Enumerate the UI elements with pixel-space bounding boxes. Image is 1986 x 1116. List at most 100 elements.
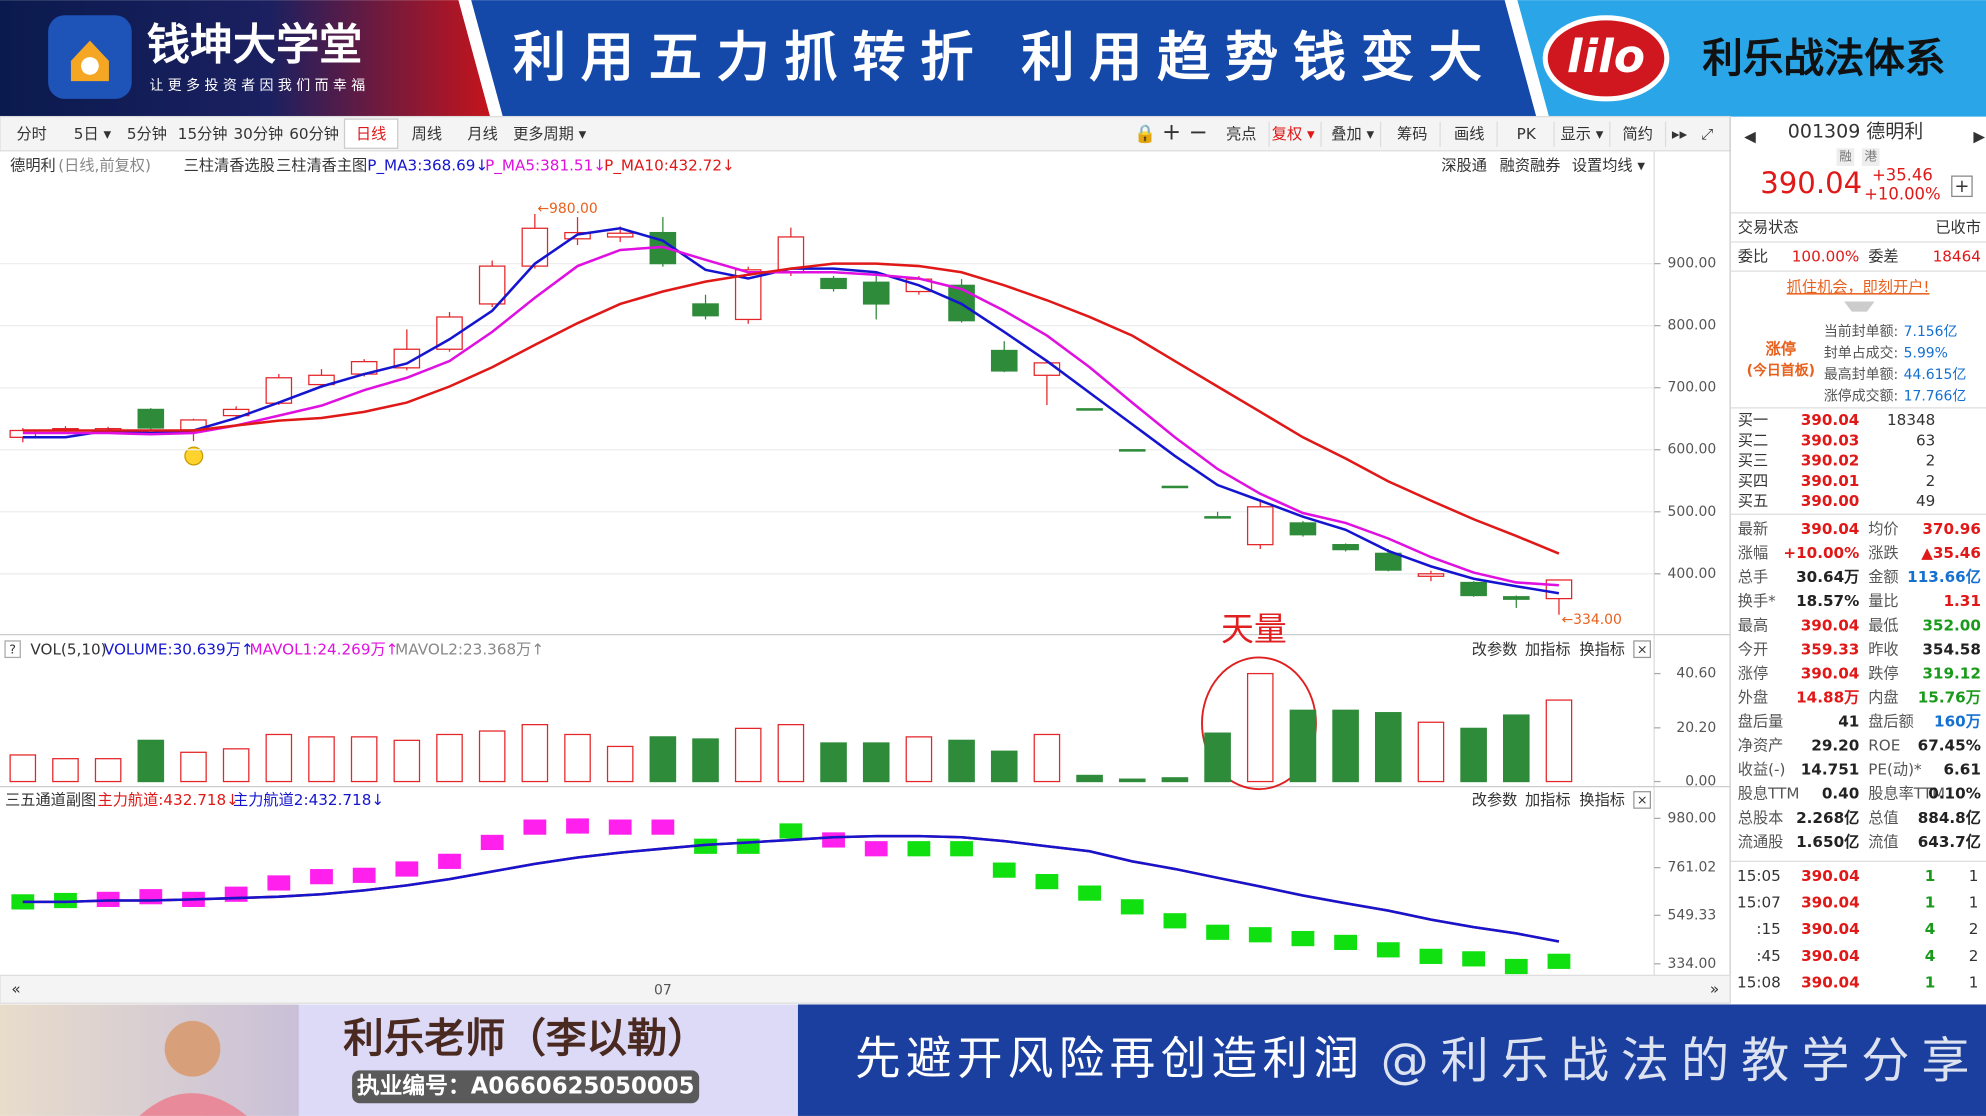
stat-value: 6.61 [1943,761,1980,779]
stat-label: ROE [1868,737,1900,755]
zoom-in[interactable]: + [1162,120,1181,146]
volume-bar [1502,714,1530,783]
period-tab[interactable]: 月线 [467,125,497,143]
prev-stock[interactable]: ◀ [1744,127,1756,145]
close-button[interactable] [1633,791,1651,809]
period-tab[interactable]: 5日 ▾ [74,125,112,143]
channel-block [1419,948,1443,964]
field-value: 100.00% [1792,248,1860,266]
ma-line [22,262,1560,555]
book-volume: 2 [1926,452,1936,470]
channel-label: 主力航道2:432.718↓ [233,791,384,809]
volume-bar [521,724,549,783]
trade-price: 390.04 [1801,867,1860,885]
scroll-left[interactable]: « [11,980,20,998]
book-price: 390.00 [1801,492,1860,510]
stat-value: 643.7亿 [1918,833,1981,851]
play-icon[interactable]: ▸▸ [1672,125,1688,143]
brand: 钱坤大学堂 [147,21,362,71]
panel-button[interactable]: 加指标 [1525,640,1571,658]
collapse-tab[interactable] [1844,301,1875,312]
period-tab[interactable]: 60分钟 [289,125,339,143]
channel-block [310,869,333,885]
stat-label: 股息TTM [1738,785,1800,803]
channel-line [22,834,1560,943]
panel-button[interactable]: 加指标 [1525,791,1571,809]
zoom-out[interactable]: − [1189,120,1208,146]
help-icon[interactable]: ? [9,641,16,656]
panel-button[interactable]: 改参数 [1472,640,1518,658]
tool-button[interactable]: 复权 ▾ [1272,125,1315,143]
info-item[interactable]: 三柱清香主图 [276,156,367,174]
tool-button[interactable]: 筹码 [1397,125,1427,143]
volume-bar [1118,778,1146,783]
period-tab[interactable]: 30分钟 [234,125,284,143]
limit-tag: (今日首板) [1747,362,1815,379]
channel-block [480,834,504,851]
limit-label: 封单占成交: [1824,344,1898,361]
panel-button[interactable]: 改参数 [1472,791,1518,809]
channel-block [566,818,589,834]
period-tab[interactable]: 分时 [16,125,46,143]
limit-value: 5.99% [1904,345,1948,361]
tool-button[interactable]: 亮点 [1226,125,1256,143]
close-button[interactable]: × [1637,792,1648,807]
close-button[interactable]: × [1637,641,1648,656]
period-tab[interactable]: 更多周期 ▾ [513,125,587,143]
stat-value: 354.58 [1922,640,1981,658]
stat-value: 29.20 [1811,737,1859,755]
scrollbar[interactable] [0,974,1731,1004]
book-label: 买五 [1738,492,1768,510]
lock-icon[interactable]: 🔒 [1134,124,1156,144]
channel-block [1035,874,1059,890]
tool-button[interactable]: 简约 [1623,125,1653,143]
tag: 融 [1839,149,1852,164]
info-link[interactable]: 设置均线 ▾ [1572,156,1646,174]
candle-body [606,232,634,238]
tool-button[interactable]: PK [1517,125,1537,143]
panel-button[interactable]: 换指标 [1579,791,1625,809]
volume-bar [1374,712,1402,783]
add-button[interactable] [1951,175,1973,198]
volume-bar [905,736,933,783]
period-tab[interactable]: 15分钟 [178,125,228,143]
info-item[interactable]: 三柱清香选股 [184,156,275,174]
candle-body [1289,522,1317,536]
trade-volume: 4 [1925,947,1936,965]
channel-block [694,838,717,854]
close-button[interactable] [1633,640,1651,659]
help-icon[interactable] [4,640,21,659]
stat-label: 股息率TTM [1868,785,1945,803]
stat-value: 67.45% [1918,737,1981,755]
info-link[interactable]: 融资融券 [1500,156,1561,174]
next-stock[interactable]: ▶ [1973,127,1985,145]
tool-button[interactable]: 显示 ▾ [1561,125,1604,143]
panel-button[interactable]: 换指标 [1579,640,1625,658]
volume-bar [990,750,1018,783]
system-name: 利乐战法体系 [1702,34,1945,82]
volume-bar [1545,699,1573,783]
stat-value: 2.268亿 [1796,809,1859,827]
trade-price: 390.04 [1801,973,1860,991]
channel-block [1120,899,1144,915]
tool-button[interactable]: 画线 [1454,125,1484,143]
photo [0,1004,299,1116]
promo-link[interactable]: 抓住机会，即刻开户! [1787,278,1930,296]
book-label: 买三 [1738,452,1768,470]
scroll-right[interactable]: » [1710,980,1719,998]
add-button[interactable]: + [1955,177,1970,197]
tool-button[interactable]: 叠加 ▾ [1331,125,1374,143]
period-tab[interactable]: 日线 [356,125,386,143]
channel-block [822,832,845,848]
channel-block [139,889,163,905]
channel-block [608,819,632,835]
period-tab[interactable]: 周线 [412,125,442,143]
fullscreen-icon[interactable]: ⤢ [1701,125,1714,143]
logo-icon [81,57,99,75]
stat-value: 14.751 [1801,761,1860,779]
stat-value: 14.88万 [1796,688,1859,706]
period-tab[interactable]: 5分钟 [127,125,167,143]
trade-time: 15:08 [1737,973,1781,991]
info-link[interactable]: 深股通 [1441,156,1487,174]
